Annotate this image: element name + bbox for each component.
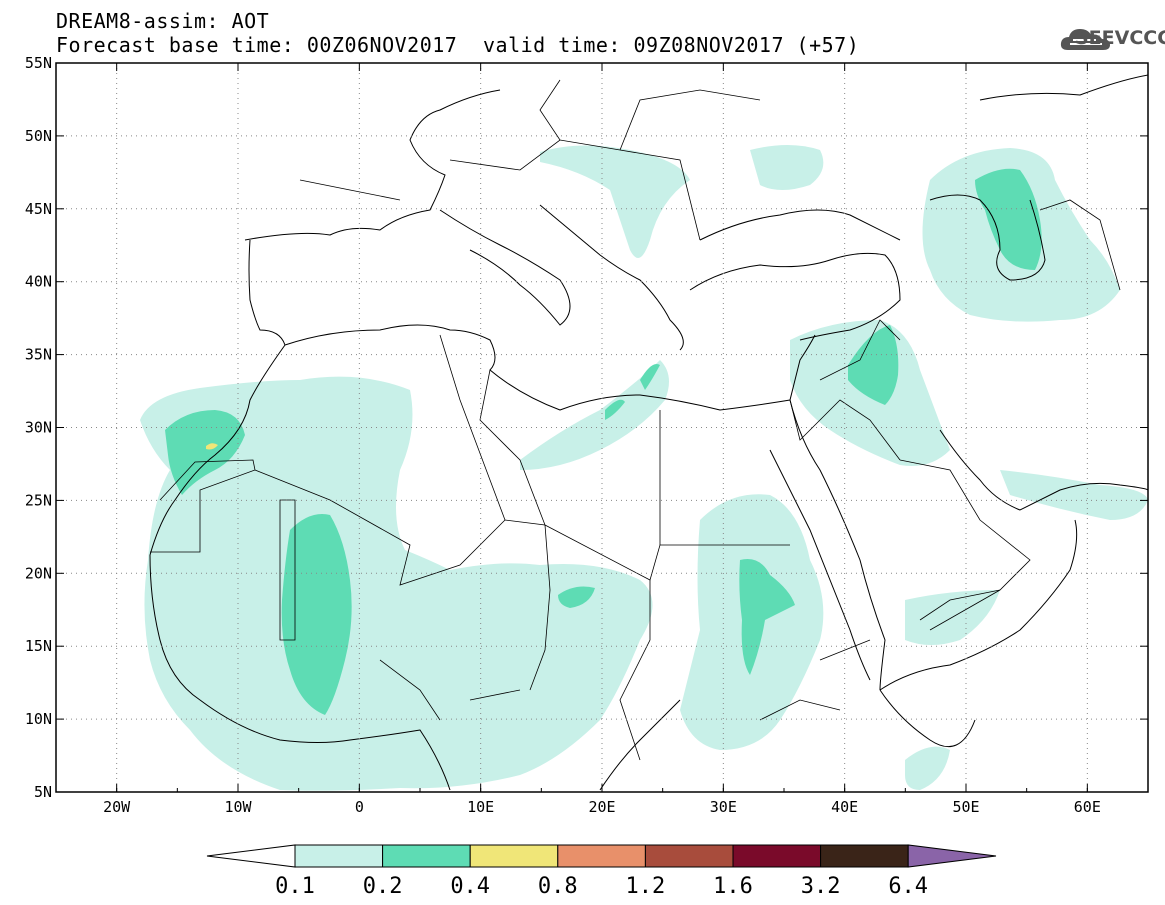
colorbar-label: 6.4 (888, 874, 928, 899)
lon-label: 10W (224, 798, 252, 816)
cloud-icon (1060, 29, 1110, 50)
aot-peak (206, 443, 218, 450)
lat-label: 30N (25, 419, 52, 437)
borders (150, 79, 1121, 761)
lat-label: 25N (25, 491, 52, 509)
aot-core-nile (605, 399, 625, 420)
lat-label: 5N (34, 783, 52, 801)
lon-label: 30E (710, 798, 737, 816)
colorbar-label: 0.1 (275, 874, 315, 899)
graticule (56, 63, 1148, 792)
colorbar-swatch (644, 844, 734, 868)
lat-label: 10N (25, 710, 52, 728)
forecast-base-time: Forecast base time: 00Z06NOV2017 (56, 33, 458, 57)
lat-label: 15N (25, 637, 52, 655)
aot-core-sudan (739, 559, 795, 675)
colorbar-label: 1.2 (626, 874, 666, 899)
lon-label: 10E (467, 798, 494, 816)
lon-label: 20E (588, 798, 615, 816)
colorbar-swatch (557, 844, 646, 868)
colorbar-label: 0.8 (538, 874, 578, 899)
lon-label: 20W (103, 798, 131, 816)
valid-time: valid time: 09Z08NOV2017 (+57) (483, 33, 860, 57)
aot-core-palestine (640, 364, 660, 390)
coastlines (149, 74, 1148, 791)
lat-label: 50N (25, 127, 52, 145)
aot-core-iraq (848, 325, 899, 405)
aot-region-balkans (540, 145, 690, 258)
lon-label: 60E (1074, 798, 1101, 816)
colorbar-label: 3.2 (801, 874, 841, 899)
colorbar-swatch (732, 844, 822, 868)
lat-label: 55N (25, 54, 52, 72)
colorbar-labels: 0.1 0.2 0.4 0.8 1.2 1.6 3.2 6.4 (275, 874, 928, 899)
lat-label: 45N (25, 200, 52, 218)
aot-core-mali (281, 514, 352, 715)
axis-ticks (55, 62, 1149, 793)
colorbar-label: 0.2 (363, 874, 403, 899)
lat-label: 35N (25, 346, 52, 364)
colorbar-max-arrow (907, 844, 997, 868)
lat-label: 40N (25, 273, 52, 291)
colorbar-swatch (382, 844, 471, 868)
lat-labels: 55N 50N 45N 40N 35N 30N 25N 20N 15N 10N 5N (25, 54, 52, 801)
colorbar-label: 1.6 (713, 874, 753, 899)
lon-labels: 20W 10W 0 10E 20E 30E 40E 50E 60E (103, 798, 1101, 816)
aot-core-morocco (165, 410, 245, 495)
aot-region-somalia (905, 746, 950, 790)
colorbar-swatch (469, 844, 559, 868)
lon-label: 40E (831, 798, 858, 816)
aot-region-ukraine (750, 145, 824, 190)
colorbar (206, 844, 997, 868)
aot-contours (140, 145, 1148, 791)
colorbar-label: 0.4 (450, 874, 490, 899)
aot-region-gulf (1000, 470, 1148, 520)
logo-text: SEEVCCC (1075, 27, 1165, 49)
lon-label: 50E (952, 798, 979, 816)
map-title: DREAM8-assim: AOT (56, 9, 270, 33)
lat-label: 20N (25, 564, 52, 582)
aot-core-chad (558, 586, 595, 608)
colorbar-swatch (294, 844, 384, 868)
colorbar-min-arrow (206, 844, 296, 868)
aot-region-egypt (520, 360, 669, 470)
aot-core-caspian (975, 168, 1042, 270)
colorbar-swatch (820, 844, 909, 868)
lon-label: 0 (355, 798, 364, 816)
